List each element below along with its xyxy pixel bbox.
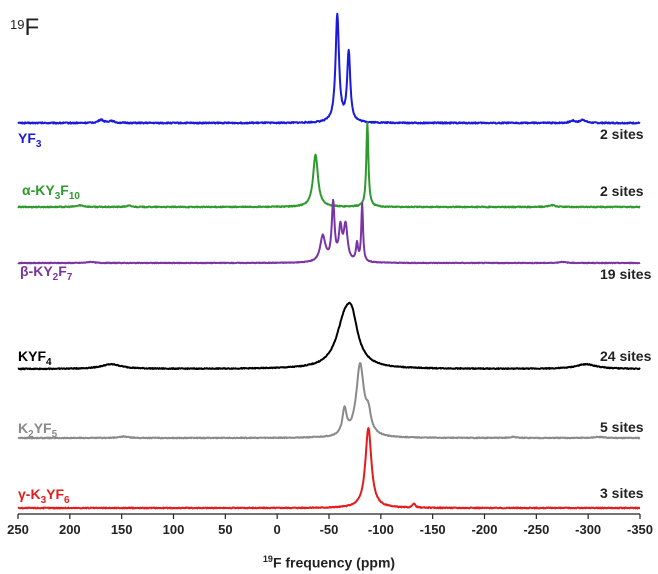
- compound-text: YF: [18, 130, 36, 146]
- spectrum-line: [17, 301, 641, 371]
- x-tick-label: 200: [59, 522, 81, 537]
- compound-label: γ-K3YF6: [18, 486, 70, 506]
- compound-label: α-KY3F10: [22, 182, 80, 202]
- compound-text: β-KY: [20, 263, 53, 279]
- x-tick-label: 250: [7, 522, 29, 537]
- x-tick-label: -150: [420, 522, 446, 537]
- compound-subscript: 6: [64, 494, 70, 506]
- compound-subscript: 10: [68, 190, 80, 202]
- spectrum-line: [17, 427, 641, 510]
- compound-subscript: 3: [54, 190, 61, 202]
- site-count-label: 5 sites: [600, 419, 644, 435]
- nucleus-label: 19F: [10, 14, 39, 42]
- compound-label: KYF4: [18, 348, 52, 368]
- site-count-label: 2 sites: [600, 183, 644, 199]
- x-tick-label: -300: [575, 522, 601, 537]
- compound-subscript: 2: [28, 428, 34, 440]
- nucleus-symbol: F: [24, 14, 40, 41]
- compound-text: KYF: [18, 348, 46, 364]
- compound-text: γ-K: [18, 486, 41, 502]
- x-tick-label: -200: [471, 522, 497, 537]
- compound-text: α-KY: [22, 182, 55, 198]
- compound-subscript: 4: [46, 356, 52, 368]
- x-tick-label: 150: [111, 522, 133, 537]
- site-count-label: 24 sites: [600, 348, 652, 364]
- spectrum-line: [17, 198, 641, 265]
- site-count-label: 3 sites: [600, 485, 644, 501]
- compound-subscript: 3: [35, 138, 42, 150]
- compound-text: YF: [46, 486, 65, 502]
- compound-subscript: 3: [40, 494, 47, 506]
- x-axis-title: 19F frequency (ppm): [0, 554, 658, 571]
- compound-label: YF3: [18, 130, 41, 150]
- spectrum-line: [17, 121, 641, 209]
- x-tick-label: -250: [523, 522, 549, 537]
- site-count-label: 2 sites: [600, 126, 644, 142]
- x-tick-label: -50: [320, 522, 339, 537]
- x-axis-title-main: F frequency (ppm): [272, 554, 396, 571]
- x-tick-label: 100: [163, 522, 185, 537]
- spectrum-line: [17, 362, 641, 440]
- compound-label: β-KY2F7: [20, 263, 72, 283]
- nucleus-mass-number: 19: [10, 17, 25, 32]
- x-axis-title-sup: 19: [262, 554, 273, 564]
- compound-text: K: [18, 420, 29, 436]
- spectrum-line: [17, 12, 641, 125]
- compound-subscript: 7: [66, 271, 73, 283]
- compound-subscript: 5: [51, 428, 58, 440]
- x-tick-label: 0: [274, 522, 281, 537]
- x-tick-label: -350: [627, 522, 653, 537]
- x-tick-label: -100: [368, 522, 394, 537]
- compound-label: K2YF5: [18, 420, 57, 440]
- compound-text: F: [60, 182, 69, 198]
- x-tick-label: 50: [218, 522, 232, 537]
- compound-text: F: [58, 263, 67, 279]
- compound-subscript: 2: [52, 271, 59, 283]
- site-count-label: 19 sites: [600, 266, 652, 282]
- compound-text: YF: [33, 420, 52, 436]
